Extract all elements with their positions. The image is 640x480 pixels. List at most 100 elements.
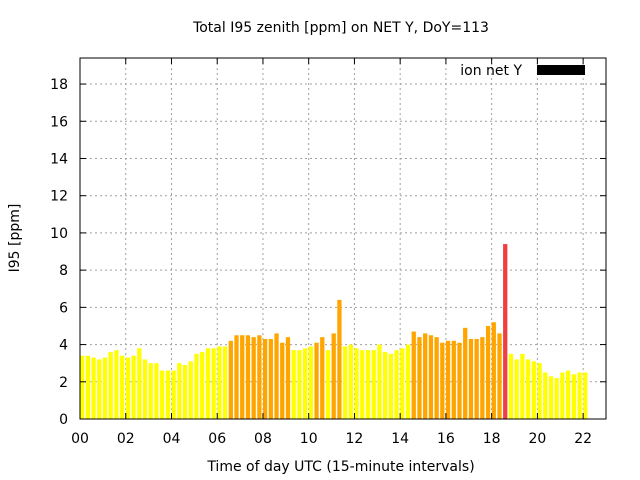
bar <box>125 357 131 419</box>
bar <box>463 327 468 419</box>
x-axis-label: Time of day UTC (15-minute intervals) <box>206 459 474 475</box>
y-tick-label: 0 <box>59 412 68 428</box>
x-tick-label: 04 <box>163 431 181 447</box>
bar <box>405 344 411 419</box>
bar <box>343 346 348 419</box>
bar <box>548 376 554 419</box>
bar <box>520 353 525 419</box>
x-tick-label: 10 <box>300 431 318 447</box>
bar <box>377 344 382 419</box>
bar <box>177 363 182 419</box>
bar <box>80 355 85 419</box>
y-tick-label: 2 <box>59 375 68 391</box>
bar <box>165 370 171 419</box>
bar <box>160 370 165 419</box>
bar <box>240 335 245 419</box>
x-tick-label: 02 <box>117 431 135 447</box>
bar <box>440 342 445 419</box>
bar <box>91 357 96 419</box>
bar <box>245 335 251 419</box>
bar <box>560 372 565 419</box>
bar <box>583 372 588 419</box>
bar <box>251 337 256 419</box>
bar <box>457 342 462 419</box>
bar <box>211 348 216 419</box>
bar <box>280 342 285 419</box>
y-tick-label: 12 <box>50 189 68 205</box>
bar <box>525 359 531 419</box>
bar <box>314 342 319 419</box>
bar <box>217 346 222 419</box>
bar <box>228 340 233 419</box>
bar <box>320 337 325 419</box>
bar <box>537 363 542 419</box>
y-tick-label: 8 <box>59 263 68 279</box>
bar <box>108 352 113 419</box>
bar <box>423 333 428 419</box>
bar <box>148 363 153 419</box>
bar <box>503 244 508 419</box>
x-tick-label: 06 <box>208 431 226 447</box>
bar <box>383 352 388 419</box>
y-tick-label: 16 <box>50 114 68 130</box>
legend-label: ion net Y <box>460 63 522 79</box>
y-tick-label: 10 <box>50 226 68 242</box>
bar <box>531 361 536 419</box>
bar <box>154 363 159 419</box>
bar <box>257 335 262 419</box>
bar <box>354 348 359 419</box>
bar <box>577 372 582 419</box>
bar <box>491 322 496 419</box>
x-tick-label: 18 <box>483 431 501 447</box>
bar <box>142 359 148 419</box>
bar <box>508 353 514 419</box>
bar <box>274 333 279 419</box>
bars <box>80 244 588 419</box>
bar <box>428 335 434 419</box>
bar <box>360 350 365 419</box>
bar <box>182 365 188 419</box>
x-tick-label: 14 <box>391 431 409 447</box>
x-tick-label: 08 <box>254 431 272 447</box>
bar <box>388 353 394 419</box>
bar <box>411 331 416 419</box>
y-tick-label: 18 <box>50 77 68 93</box>
bar <box>308 346 313 419</box>
bar <box>285 337 291 419</box>
grid <box>80 58 606 419</box>
bar <box>222 346 228 419</box>
x-axis-ticks: 00 02 04 06 08 10 12 14 16 18 20 22 <box>71 58 592 447</box>
bar <box>102 357 108 419</box>
bar <box>337 299 342 419</box>
bar <box>137 348 142 419</box>
x-tick-label: 20 <box>528 431 546 447</box>
legend: ion net Y <box>460 63 585 79</box>
x-tick-label: 00 <box>71 431 89 447</box>
bar <box>365 350 371 419</box>
plot-frame <box>79 57 607 420</box>
bar <box>171 370 176 419</box>
y-axis-ticks: 0 2 4 6 8 10 12 14 16 18 <box>50 77 606 428</box>
bar <box>468 338 474 419</box>
bar <box>474 338 479 419</box>
y-axis-label: I95 [ppm] <box>7 204 23 273</box>
bar <box>302 348 308 419</box>
legend-swatch <box>537 65 585 75</box>
bar <box>371 350 376 419</box>
bar <box>445 340 451 419</box>
bar <box>434 337 439 419</box>
bar <box>451 340 456 419</box>
bar <box>268 338 273 419</box>
bar <box>400 348 405 419</box>
bar <box>571 374 576 419</box>
bar <box>565 370 571 419</box>
bar <box>194 353 199 419</box>
bar <box>262 338 268 419</box>
bar <box>417 337 422 419</box>
bar <box>114 350 119 419</box>
bar <box>97 359 102 419</box>
bar <box>188 361 193 419</box>
bar <box>554 378 559 419</box>
bar <box>205 348 211 419</box>
